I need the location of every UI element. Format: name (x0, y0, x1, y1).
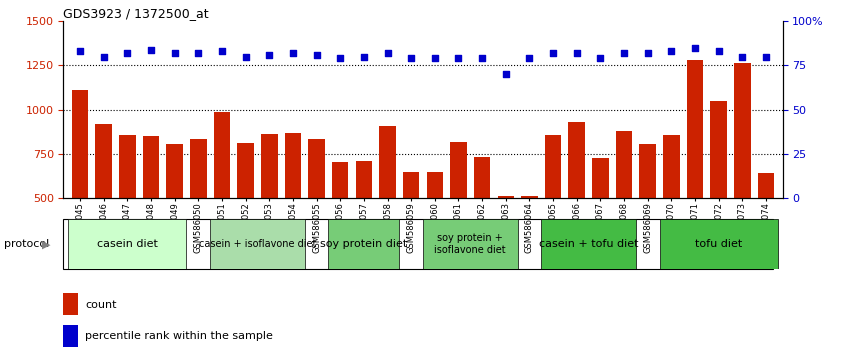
Bar (545, 136, 562, 287)
Bar (119, 136, 135, 287)
Point (310, 52, 323, 58)
Bar (63, 325, 78, 347)
Bar (423, 219, 518, 269)
Bar (474, 156, 491, 287)
Bar (308, 139, 325, 287)
Bar (687, 60, 703, 287)
Point (475, 56, 489, 61)
Point (215, 48, 228, 54)
Bar (167, 144, 183, 287)
Bar (379, 126, 396, 287)
Bar (143, 136, 159, 287)
Point (689, 45, 702, 51)
Text: protocol: protocol (4, 239, 49, 249)
Point (262, 52, 276, 58)
Bar (521, 196, 538, 287)
Bar (63, 293, 78, 315)
Bar (96, 124, 112, 287)
Text: casein + tofu diet: casein + tofu diet (539, 239, 639, 249)
Bar (541, 219, 636, 269)
Text: casein diet: casein diet (97, 239, 157, 249)
Bar (69, 219, 186, 269)
Bar (640, 144, 656, 287)
Bar (210, 219, 305, 269)
Bar (734, 63, 750, 287)
Bar (261, 134, 277, 287)
Bar (332, 162, 349, 287)
Point (404, 56, 418, 61)
Bar (758, 173, 774, 287)
Bar (355, 161, 372, 287)
Text: soy protein +
isoflavone diet: soy protein + isoflavone diet (435, 233, 506, 255)
Bar (238, 143, 254, 287)
Bar (72, 90, 88, 287)
Point (191, 50, 205, 56)
Point (618, 50, 631, 56)
Bar (660, 219, 777, 269)
Text: casein + isoflavone diet: casein + isoflavone diet (199, 239, 316, 249)
Bar (616, 131, 632, 287)
Bar (711, 101, 727, 287)
Bar (497, 196, 514, 287)
Text: count: count (85, 299, 117, 310)
Point (239, 54, 252, 59)
Bar (592, 158, 608, 287)
Bar (403, 172, 420, 287)
Bar (328, 219, 399, 269)
Point (665, 48, 678, 54)
Point (759, 54, 772, 59)
Point (97, 54, 111, 59)
Text: soy protein diet: soy protein diet (321, 239, 408, 249)
Point (523, 56, 536, 61)
Point (641, 50, 655, 56)
Point (120, 50, 134, 56)
Text: percentile rank within the sample: percentile rank within the sample (85, 331, 273, 342)
Point (547, 50, 560, 56)
Point (428, 56, 442, 61)
Point (357, 54, 371, 59)
Text: GDS3923 / 1372500_at: GDS3923 / 1372500_at (63, 7, 209, 20)
Point (594, 56, 607, 61)
Point (499, 72, 513, 77)
Point (74, 48, 87, 54)
Point (333, 56, 347, 61)
Point (168, 50, 181, 56)
Bar (663, 136, 679, 287)
Bar (450, 143, 467, 287)
Point (452, 56, 465, 61)
Bar (426, 172, 443, 287)
Bar (569, 122, 585, 287)
Bar (284, 133, 301, 287)
Point (735, 54, 749, 59)
Point (712, 48, 726, 54)
Bar (190, 139, 206, 287)
Point (381, 50, 394, 56)
Point (144, 47, 157, 52)
Text: ▶: ▶ (42, 239, 51, 249)
Point (286, 50, 299, 56)
Point (570, 50, 584, 56)
Text: tofu diet: tofu diet (695, 239, 742, 249)
Bar (214, 112, 230, 287)
